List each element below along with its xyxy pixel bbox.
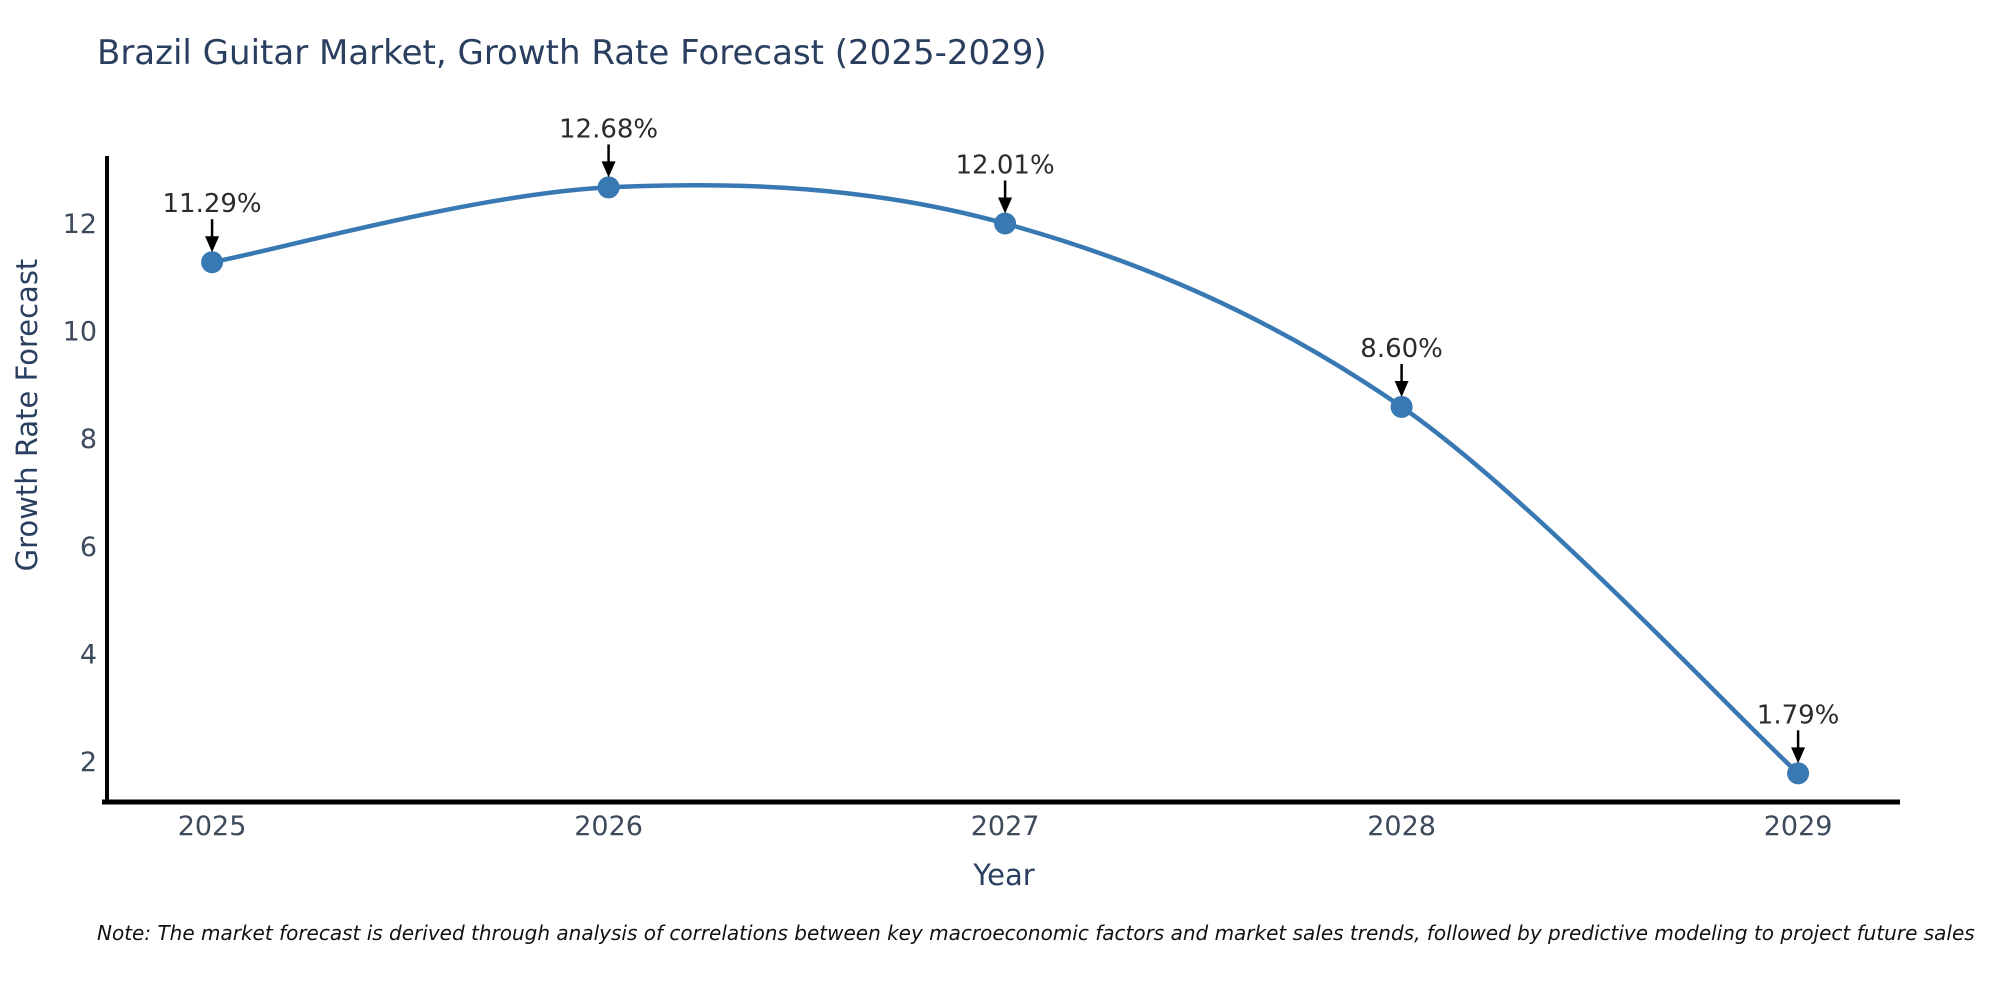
data-point-marker (201, 251, 224, 274)
annotation-arrowhead-icon (998, 197, 1013, 214)
y-tick-label: 6 (80, 532, 97, 563)
chart-title: Brazil Guitar Market, Growth Rate Foreca… (97, 33, 1047, 73)
point-annotation-label: 1.79% (1757, 700, 1840, 730)
x-tick-label: 2027 (971, 811, 1040, 842)
data-point-marker (597, 176, 620, 199)
data-point-marker (1390, 395, 1413, 418)
point-annotation-label: 11.29% (163, 189, 262, 219)
y-tick-label: 10 (63, 317, 97, 348)
data-point-marker (994, 212, 1017, 235)
y-tick-label: 8 (80, 424, 97, 455)
forecast-line (209, 182, 1801, 776)
point-annotation-label: 8.60% (1360, 334, 1443, 364)
point-annotation-label: 12.01% (956, 150, 1055, 180)
annotation-arrowhead-icon (1394, 380, 1409, 397)
x-tick-label: 2028 (1367, 811, 1436, 842)
annotation-arrowhead-icon (601, 161, 616, 178)
x-tick-label: 2025 (178, 811, 247, 842)
annotation-arrowhead-icon (1791, 747, 1806, 764)
x-axis-title: Year (973, 858, 1035, 892)
point-annotation-label: 12.68% (559, 114, 658, 144)
y-tick-label: 4 (80, 639, 97, 670)
x-tick-label: 2029 (1764, 811, 1833, 842)
annotation-arrowhead-icon (205, 236, 220, 253)
y-tick-label: 12 (63, 209, 97, 240)
x-tick-label: 2026 (574, 811, 643, 842)
footnote: Note: The market forecast is derived thr… (97, 921, 1975, 945)
data-point-marker (1787, 762, 1810, 785)
y-tick-label: 2 (80, 747, 97, 778)
